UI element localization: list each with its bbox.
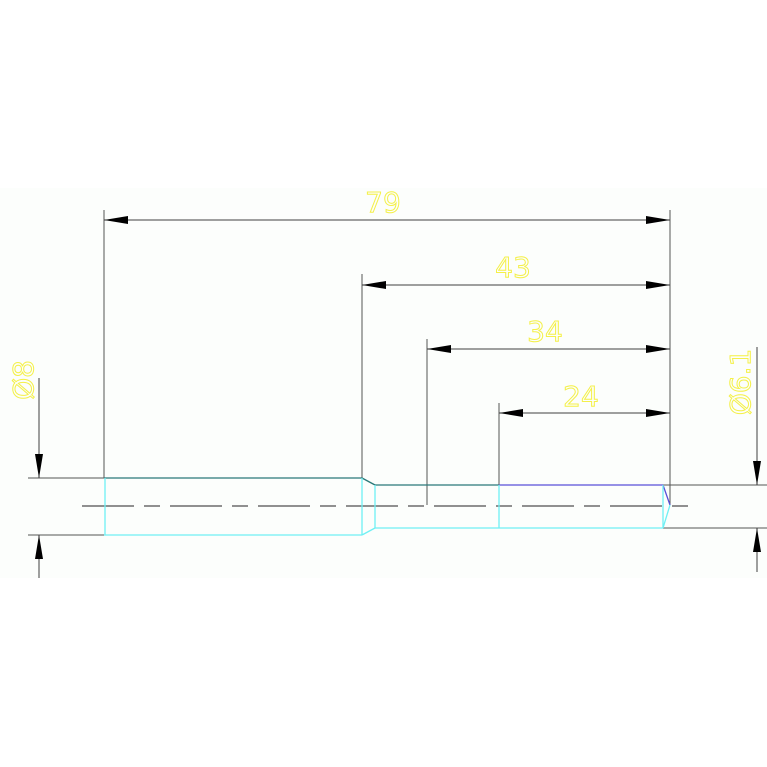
dimension-text-43: 43 — [495, 251, 531, 284]
dimension-text-24: 24 — [563, 380, 599, 413]
drawing-area — [0, 188, 767, 578]
dimension-text-34: 34 — [527, 315, 563, 348]
diameter-text-right: Ø6.1 — [724, 349, 757, 416]
diameter-text-left: Ø8 — [7, 360, 40, 400]
dimension-text-79: 79 — [365, 186, 401, 219]
shaft-outline — [104, 477, 671, 536]
